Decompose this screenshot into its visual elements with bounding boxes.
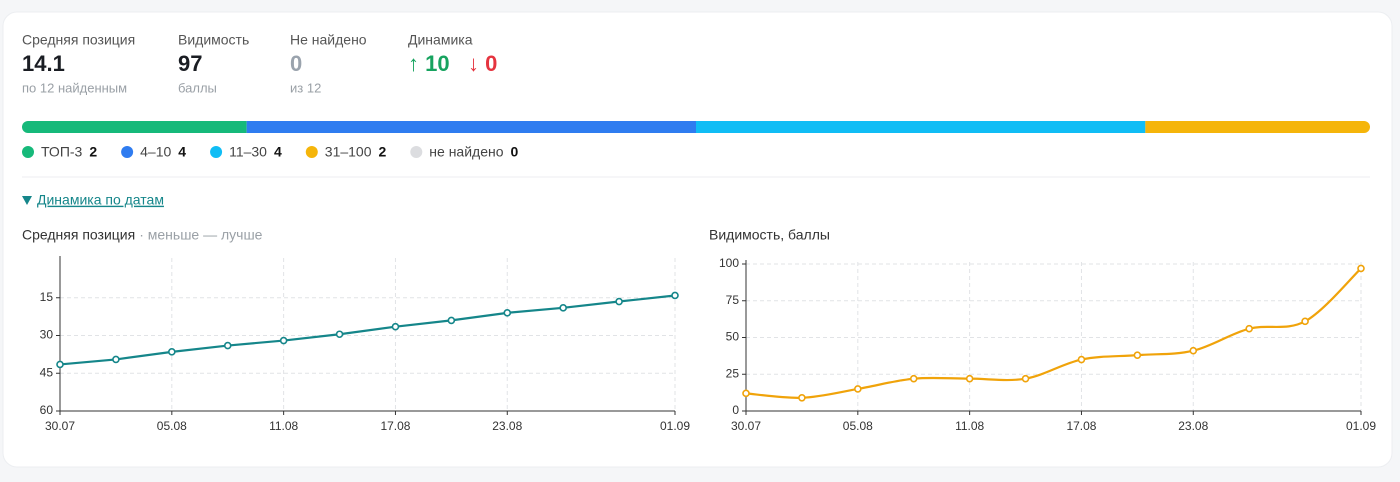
point: [798, 393, 806, 402]
legend-label: 31–100: [325, 144, 372, 160]
stat-note: из 12: [290, 80, 321, 95]
point: [279, 336, 288, 345]
y-tick-label: 45: [40, 365, 54, 379]
stat-note: по 12 найденным: [22, 80, 127, 95]
point: [559, 304, 567, 312]
point: [168, 348, 176, 356]
point: [335, 330, 344, 339]
x-tick-label: 05.08: [843, 419, 873, 433]
y-tick-label: 50: [726, 330, 740, 344]
x-tick-label: 01.09: [660, 419, 690, 433]
legend-dot: [305, 146, 318, 158]
x-tick-label: 30.07: [731, 419, 761, 433]
stat-value: 97: [178, 51, 202, 76]
legend-count: 2: [379, 144, 387, 160]
point: [1021, 374, 1030, 383]
y-tick-label: 30: [40, 328, 54, 342]
stat-value: 14.1: [22, 51, 65, 76]
line: [59, 294, 676, 366]
legend-dot: [410, 146, 423, 158]
legend-label: 4–10: [140, 144, 171, 160]
stat-label: Динамика: [408, 32, 473, 48]
x-tick-label: 30.07: [45, 419, 75, 433]
bar-segment: [22, 121, 247, 133]
point: [56, 360, 64, 369]
point: [1189, 346, 1198, 355]
stat-note: баллы: [178, 80, 217, 95]
point: [615, 297, 623, 306]
bar-segment: [246, 121, 696, 133]
y-tick-label: 25: [726, 366, 740, 380]
legend-dot: [22, 146, 34, 158]
dynamics-up: ↑ 10: [408, 51, 450, 76]
toggle-icon[interactable]: [22, 196, 32, 205]
distribution-bar: [22, 121, 1370, 133]
stat-label: Видимость: [178, 32, 249, 48]
point: [447, 316, 456, 325]
point: [1077, 355, 1086, 364]
chart-title: Средняя позиция: [22, 227, 135, 243]
dynamics-down: ↓ 0: [468, 51, 497, 76]
legend-count: 2: [89, 144, 97, 160]
y-tick-label: 100: [719, 256, 739, 270]
point: [223, 341, 232, 350]
x-tick-label: 01.09: [1346, 419, 1376, 433]
toggle-link[interactable]: Динамика по датам: [37, 192, 164, 208]
x-tick-label: 17.08: [380, 419, 410, 433]
x-tick-label: 17.08: [1066, 419, 1096, 433]
legend-count: 4: [178, 144, 186, 160]
y-tick-label: 75: [726, 293, 740, 307]
point: [503, 309, 512, 317]
point: [909, 374, 918, 383]
point: [671, 291, 679, 300]
point: [1245, 324, 1253, 333]
point: [854, 385, 862, 393]
point: [112, 355, 120, 364]
stat-label: Средняя позиция: [22, 32, 135, 48]
bar-segment: [696, 121, 1146, 133]
legend-label: 11–30: [229, 144, 267, 160]
stat-value: 0: [290, 51, 302, 76]
x-tick-label: 23.08: [492, 419, 522, 433]
legend-label: не найдено: [429, 144, 503, 160]
chart-title: Видимость, баллы: [709, 227, 830, 243]
x-tick-label: 23.08: [1178, 419, 1208, 433]
legend-dot: [210, 146, 223, 158]
legend-dot: [121, 146, 134, 158]
y-tick-label: 60: [40, 403, 54, 417]
chart-subtitle: · меньше — лучше: [139, 227, 262, 243]
legend-count: 4: [274, 144, 282, 160]
point: [1357, 264, 1365, 273]
bar-segment: [1145, 121, 1370, 133]
point: [742, 389, 750, 398]
x-tick-label: 11.08: [269, 419, 298, 433]
point: [965, 374, 974, 383]
stat-label: Не найдено: [290, 32, 367, 48]
legend-count: 0: [511, 144, 519, 160]
point: [1301, 317, 1309, 326]
y-tick-label: 15: [40, 290, 54, 304]
legend-label: ТОП-3: [41, 144, 83, 160]
x-tick-label: 05.08: [157, 419, 187, 433]
point: [1133, 351, 1142, 359]
y-tick-label: 0: [732, 403, 739, 417]
x-tick-label: 11.08: [955, 419, 984, 433]
point: [391, 322, 400, 331]
